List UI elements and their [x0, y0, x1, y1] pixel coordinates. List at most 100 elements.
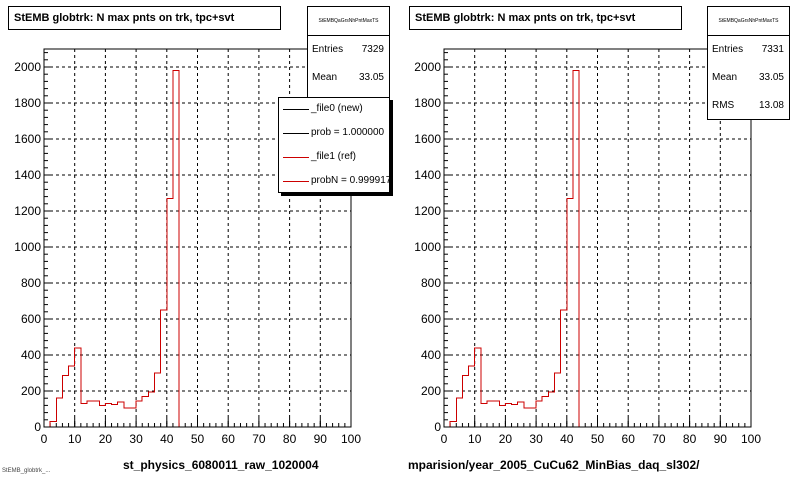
left-histogram-bin — [56, 398, 62, 427]
right-histogram-bin — [555, 373, 561, 427]
right-histogram-bin — [475, 348, 481, 427]
right-histogram-bin — [573, 71, 579, 427]
left-x-tick-label: 20 — [99, 432, 113, 446]
left-x-tick-label: 70 — [252, 432, 266, 446]
right-stats-name: StEMBQaGrsNhPntMaxTS — [708, 7, 789, 36]
right-y-tick-label: 400 — [421, 348, 441, 362]
right-histogram-bin — [548, 392, 554, 427]
left-stats-entries: Entries 7329 — [308, 36, 389, 64]
left-x-tick-label: 80 — [283, 432, 297, 446]
left-y-tick-label: 1200 — [14, 204, 41, 218]
left-histogram-bin — [99, 405, 105, 427]
legend-entry-probn: probN = 0.999917 — [279, 170, 390, 192]
right-entries-label: Entries — [712, 44, 744, 55]
right-x-tick-label: 100 — [741, 432, 761, 446]
left-y-tick-label: 200 — [21, 384, 41, 398]
left-histogram-bin — [142, 396, 148, 427]
left-histogram-bin — [69, 366, 75, 427]
left-stats-mean: Mean 33.05 — [308, 64, 389, 92]
right-y-tick-label: 200 — [421, 384, 441, 398]
right-plot-frame — [443, 48, 752, 428]
legend-line-red — [283, 181, 309, 182]
right-y-tick-label: 1000 — [414, 240, 441, 254]
right-y-tick-label: 1200 — [414, 204, 441, 218]
left-histogram-bin — [155, 373, 161, 427]
left-stats-name: StEMBQaGrsNhPntMaxTS — [308, 7, 389, 36]
left-y-tick-label: 400 — [21, 348, 41, 362]
left-histogram-bin — [50, 422, 56, 427]
left-entries-value: 7329 — [361, 44, 384, 55]
right-histogram-bin — [450, 422, 456, 427]
left-histogram-bin — [118, 402, 124, 427]
right-x-tick-label: 70 — [652, 432, 666, 446]
right-chart-svg: 0 10 20 30 40 50 60 70 80 90 100020040060080010001… — [414, 48, 761, 446]
right-histogram-bin — [481, 404, 487, 427]
legend-text: probN = 0.999917 — [311, 175, 390, 186]
right-y-tick-label: 2000 — [414, 60, 441, 74]
right-histogram-bin — [567, 198, 573, 427]
left-histogram-bin — [148, 392, 154, 427]
left-y-tick-label: 600 — [21, 312, 41, 326]
left-histogram-bin — [62, 376, 68, 427]
left-mean-label: Mean — [312, 72, 338, 83]
right-stats-entries: Entries 7331 — [708, 36, 789, 64]
left-x-tick-label: 100 — [341, 432, 361, 446]
right-x-tick-label: 60 — [622, 432, 636, 446]
left-y-tick-label: 1000 — [14, 240, 41, 254]
left-x-tick-label: 30 — [129, 432, 143, 446]
left-x-tick-label: 60 — [222, 432, 236, 446]
right-x-tick-label: 40 — [560, 432, 574, 446]
left-x-tick-label: 50 — [191, 432, 205, 446]
left-entries-label: Entries — [312, 44, 344, 55]
right-histogram-bin — [512, 405, 518, 428]
left-legend: _file0 (new) prob = 1.000000 _file1 (ref… — [278, 97, 390, 193]
left-y-tick-label: 0 — [34, 420, 41, 434]
footer-text: StEMB_globtrk_... — [2, 468, 51, 474]
right-x-tick-label: 50 — [591, 432, 605, 446]
right-histogram-bin — [561, 310, 567, 427]
right-histogram-bin — [462, 376, 468, 427]
left-histogram-bin — [124, 408, 130, 427]
left-histogram-series-1 — [44, 70, 198, 428]
left-histogram-bin — [87, 401, 93, 427]
right-x-tick-label: 10 — [468, 432, 482, 446]
right-x-tick-label: 80 — [683, 432, 697, 446]
left-plot-frame — [43, 48, 352, 428]
right-histogram-bin — [469, 366, 475, 427]
left-histogram-bin — [105, 404, 111, 427]
right-stats-rms: RMS 13.08 — [708, 92, 789, 120]
right-histogram-series-0 — [444, 70, 598, 428]
legend-line-red — [283, 157, 309, 158]
left-histogram-bin — [130, 408, 136, 427]
left-y-tick-label: 1400 — [14, 168, 41, 182]
left-y-tick-label: 800 — [21, 276, 41, 290]
right-x-tick-label: 20 — [499, 432, 513, 446]
right-histogram-bin — [524, 408, 530, 427]
right-x-tick-label: 30 — [529, 432, 543, 446]
right-histogram-bin — [518, 402, 524, 427]
left-y-tick-label: 1600 — [14, 132, 41, 146]
right-x-axis-title: mparision/year_2005_CuCu62_MinBias_daq_s… — [408, 458, 700, 472]
left-y-tick-label: 1800 — [14, 96, 41, 110]
legend-entry-file1: _file1 (ref) — [279, 146, 389, 170]
right-x-tick-label: 0 — [441, 432, 448, 446]
right-histogram-bin — [542, 396, 548, 427]
right-stats-box: StEMBQaGrsNhPntMaxTS Entries 7331 Mean 3… — [707, 6, 790, 120]
left-stats-box: StEMBQaGrsNhPntMaxTS Entries 7329 Mean 3… — [307, 6, 390, 98]
legend-text: prob = 1.000000 — [311, 127, 385, 138]
right-entries-value: 7331 — [761, 44, 784, 55]
left-histogram-bin — [75, 348, 81, 427]
right-x-tick-label: 90 — [714, 432, 728, 446]
left-x-tick-label: 10 — [68, 432, 82, 446]
right-mean-label: Mean — [712, 72, 738, 83]
left-histogram-bin — [173, 71, 179, 427]
right-histogram-bin — [530, 408, 536, 427]
legend-entry-file0: _file0 (new) — [279, 98, 389, 122]
left-mean-value: 33.05 — [358, 72, 384, 83]
right-stats-mean: Mean 33.05 — [708, 64, 789, 92]
right-histogram-bin — [505, 404, 511, 427]
left-histogram-bin — [161, 310, 167, 427]
legend-entry-prob: prob = 1.000000 — [279, 122, 389, 146]
right-y-tick-label: 1800 — [414, 96, 441, 110]
right-y-tick-label: 1400 — [414, 168, 441, 182]
